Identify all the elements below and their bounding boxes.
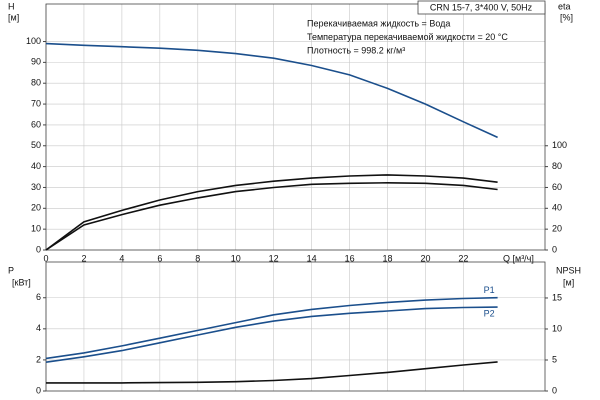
y-tick-label: 4 [36, 323, 41, 333]
x-tick-label: 4 [119, 253, 124, 263]
x-tick-label: 8 [195, 253, 200, 263]
y2-tick-label: 60 [552, 182, 562, 192]
chart-title: CRN 15-7, 3*400 V, 50Hz [430, 2, 533, 12]
plot-frame [45, 261, 546, 392]
annotation: Температура перекачиваемой жидкости = 20… [307, 32, 508, 42]
y-axis-label: P [8, 265, 14, 275]
y-tick-label: 80 [31, 78, 41, 88]
y-tick-label: 60 [31, 119, 41, 129]
x-axis-label: Q [м³/ч] [503, 253, 534, 263]
y-tick-label: 70 [31, 98, 41, 108]
y2-tick-label: 0 [552, 244, 557, 254]
annotation: Перекачиваемая жидкость = Вода [307, 18, 450, 28]
curve [45, 296, 498, 360]
x-tick-label: 6 [157, 253, 162, 263]
y2-tick-label: 20 [552, 224, 562, 234]
x-tick-label: 0 [43, 253, 48, 263]
y-tick-label: 10 [31, 224, 41, 234]
y-axis-unit: [кВт] [12, 277, 31, 287]
y2-tick-label: 15 [552, 292, 562, 302]
x-tick-label: 14 [307, 253, 317, 263]
x-tick-label: 2 [81, 253, 86, 263]
annotation: Плотность = 998.2 кг/м³ [307, 45, 405, 55]
curve [45, 306, 498, 363]
x-tick-label: 12 [269, 253, 279, 263]
y2-tick-label: 10 [552, 323, 562, 333]
y-tick-label: 40 [31, 161, 41, 171]
y-tick-label: 50 [31, 140, 41, 150]
y2-axis-unit: [м] [563, 277, 574, 287]
plot-frame [45, 3, 546, 251]
y2-axis-label: NPSH [556, 265, 581, 275]
curve [45, 181, 498, 251]
y-tick-label: 30 [31, 182, 41, 192]
y2-tick-label: 0 [552, 385, 557, 395]
x-tick-label: 18 [383, 253, 393, 263]
y2-tick-label: 40 [552, 203, 562, 213]
curve [45, 42, 498, 139]
y-tick-label: 20 [31, 203, 41, 213]
y-tick-label: 2 [36, 354, 41, 364]
series-label: P1 [484, 285, 495, 295]
y2-tick-label: 100 [552, 140, 567, 150]
series-label: P2 [484, 308, 495, 318]
x-tick-label: 20 [420, 253, 430, 263]
x-tick-label: 16 [345, 253, 355, 263]
y-axis-unit: [м] [8, 12, 19, 22]
y-axis-label: H [8, 1, 15, 11]
title-box [417, 0, 546, 15]
y2-tick-label: 5 [552, 354, 557, 364]
curve [46, 361, 498, 384]
y-tick-label: 6 [36, 292, 41, 302]
y-tick-label: 0 [36, 244, 41, 254]
y-tick-label: 100 [26, 36, 41, 46]
x-tick-label: 10 [231, 253, 241, 263]
y-tick-label: 0 [36, 385, 41, 395]
y2-tick-label: 80 [552, 161, 562, 171]
y2-axis-unit: [%] [560, 12, 573, 22]
x-tick-label: 22 [458, 253, 468, 263]
y2-axis-label: eta [558, 1, 571, 11]
y-tick-label: 90 [31, 57, 41, 67]
curve [45, 174, 498, 251]
